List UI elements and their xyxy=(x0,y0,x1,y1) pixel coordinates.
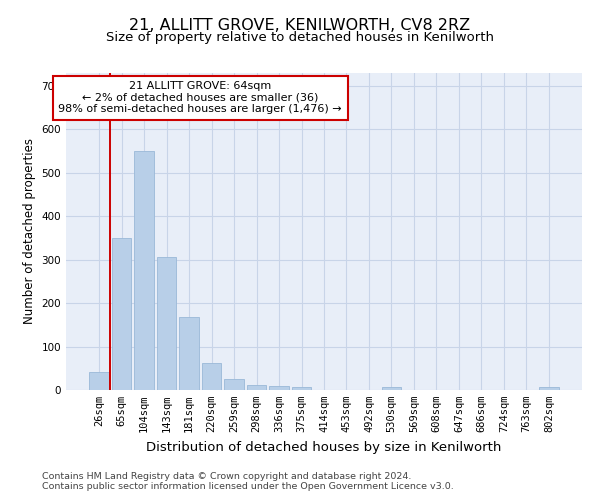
Bar xyxy=(202,363,221,390)
Text: 21, ALLITT GROVE, KENILWORTH, CV8 2RZ: 21, ALLITT GROVE, KENILWORTH, CV8 2RZ xyxy=(130,18,470,32)
Bar xyxy=(112,238,131,390)
Bar xyxy=(247,385,266,390)
Y-axis label: Number of detached properties: Number of detached properties xyxy=(23,138,36,324)
Bar xyxy=(157,258,176,390)
Bar xyxy=(539,387,559,390)
X-axis label: Distribution of detached houses by size in Kenilworth: Distribution of detached houses by size … xyxy=(146,440,502,454)
Bar xyxy=(292,387,311,390)
Bar xyxy=(269,386,289,390)
Text: 21 ALLITT GROVE: 64sqm
← 2% of detached houses are smaller (36)
98% of semi-deta: 21 ALLITT GROVE: 64sqm ← 2% of detached … xyxy=(58,81,342,114)
Bar xyxy=(134,151,154,390)
Bar xyxy=(89,372,109,390)
Bar xyxy=(179,317,199,390)
Bar xyxy=(382,387,401,390)
Text: Contains HM Land Registry data © Crown copyright and database right 2024.: Contains HM Land Registry data © Crown c… xyxy=(42,472,412,481)
Text: Size of property relative to detached houses in Kenilworth: Size of property relative to detached ho… xyxy=(106,31,494,44)
Bar xyxy=(224,379,244,390)
Text: Contains public sector information licensed under the Open Government Licence v3: Contains public sector information licen… xyxy=(42,482,454,491)
